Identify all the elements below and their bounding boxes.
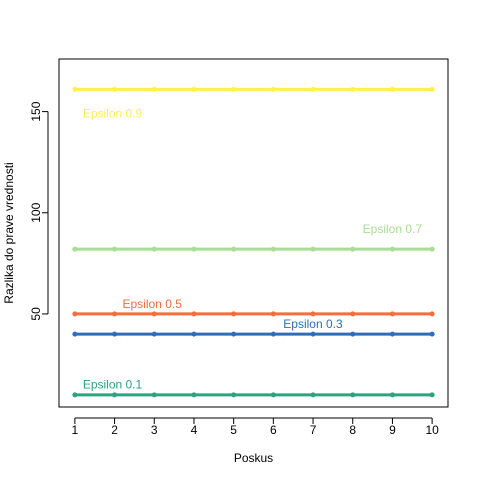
data-point: [350, 86, 356, 92]
data-point: [72, 86, 78, 92]
data-point: [310, 392, 316, 398]
data-point: [112, 246, 118, 252]
data-point: [231, 311, 237, 317]
plot-frame: [58, 58, 449, 408]
x-tick-label: 3: [151, 423, 158, 437]
series-label: Epsilon 0.1: [83, 378, 143, 392]
data-point: [429, 331, 435, 337]
x-tick-label: 7: [310, 423, 317, 437]
data-point: [191, 331, 197, 337]
data-point: [310, 246, 316, 252]
data-point: [112, 86, 118, 92]
x-tick-label: 9: [389, 423, 396, 437]
x-tick-label: 6: [270, 423, 277, 437]
data-point: [270, 311, 276, 317]
y-axis: 50 100 150: [29, 101, 49, 321]
data-point: [429, 86, 435, 92]
data-point: [389, 246, 395, 252]
series-label: Epsilon 0.5: [123, 297, 183, 311]
data-point: [310, 331, 316, 337]
series: Epsilon 0.1: [72, 378, 435, 398]
data-point: [112, 392, 118, 398]
data-point: [389, 392, 395, 398]
data-point: [310, 86, 316, 92]
data-point: [429, 392, 435, 398]
series-label: Epsilon 0.7: [363, 222, 423, 236]
x-tick-label: 8: [349, 423, 356, 437]
data-point: [429, 246, 435, 252]
x-tick-label: 10: [425, 423, 439, 437]
data-point: [389, 86, 395, 92]
data-point: [231, 86, 237, 92]
data-point: [72, 246, 78, 252]
y-tick-label: 50: [29, 307, 43, 321]
x-tick-label: 5: [230, 423, 237, 437]
data-point: [429, 311, 435, 317]
data-point: [231, 246, 237, 252]
data-point: [72, 392, 78, 398]
data-point: [231, 392, 237, 398]
y-tick-label: 150: [29, 101, 43, 121]
data-point: [350, 246, 356, 252]
data-point: [350, 311, 356, 317]
x-tick-label: 2: [111, 423, 118, 437]
y-axis-title: Razlika do prave vrednosti: [2, 162, 16, 303]
data-point: [310, 311, 316, 317]
data-point: [389, 331, 395, 337]
data-point: [151, 246, 157, 252]
data-point: [350, 331, 356, 337]
series: Epsilon 0.3: [72, 317, 435, 337]
data-point: [72, 311, 78, 317]
data-point: [231, 331, 237, 337]
data-point: [191, 246, 197, 252]
series: Epsilon 0.9: [72, 86, 435, 121]
data-point: [112, 311, 118, 317]
data-point: [191, 311, 197, 317]
x-axis: 1 2 3 4 5 6 7 8 9 10: [72, 417, 439, 437]
y-tick-label: 100: [29, 202, 43, 222]
data-point: [151, 331, 157, 337]
data-point: [350, 392, 356, 398]
data-point: [270, 246, 276, 252]
x-tick-label: 1: [72, 423, 79, 437]
x-tick-label: 4: [191, 423, 198, 437]
data-point: [191, 86, 197, 92]
data-point: [151, 86, 157, 92]
data-point: [151, 311, 157, 317]
data-point: [270, 86, 276, 92]
x-axis-title: Poskus: [234, 451, 273, 465]
data-point: [151, 392, 157, 398]
series-label: Epsilon 0.3: [283, 317, 343, 331]
series: Epsilon 0.5: [72, 297, 435, 317]
series-layer: Epsilon 0.9 Epsilon 0.7 Epsilon 0.5 Epsilon…: [72, 86, 435, 398]
data-point: [191, 392, 197, 398]
data-point: [270, 392, 276, 398]
data-point: [72, 331, 78, 337]
data-point: [389, 311, 395, 317]
data-point: [270, 331, 276, 337]
series-label: Epsilon 0.9: [83, 107, 143, 121]
series: Epsilon 0.7: [72, 222, 435, 252]
data-point: [112, 331, 118, 337]
